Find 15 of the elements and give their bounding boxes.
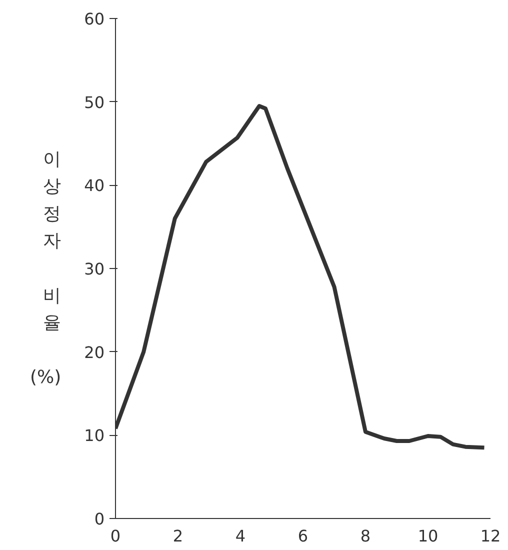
y-tick-label: 10	[84, 426, 104, 446]
x-tick-label: 12	[480, 526, 501, 546]
y-tick-label: 40	[84, 176, 104, 196]
y-tick-label: 60	[84, 10, 104, 28]
x-tick-label: 2	[172, 526, 184, 546]
x-tick-label: 0	[110, 526, 121, 546]
y-tick-label: 20	[84, 342, 104, 362]
x-tick-label: 6	[298, 526, 308, 546]
y-tick-label: 0	[94, 510, 105, 528]
x-tick-label: 10	[418, 526, 438, 546]
x-tick-label: 8	[360, 526, 371, 546]
y-tick-label: 30	[84, 260, 104, 278]
y-tick-label: 50	[84, 92, 104, 112]
x-tick-label: 4	[235, 526, 246, 546]
text: 이상정자 비율 (%)	[30, 148, 62, 388]
